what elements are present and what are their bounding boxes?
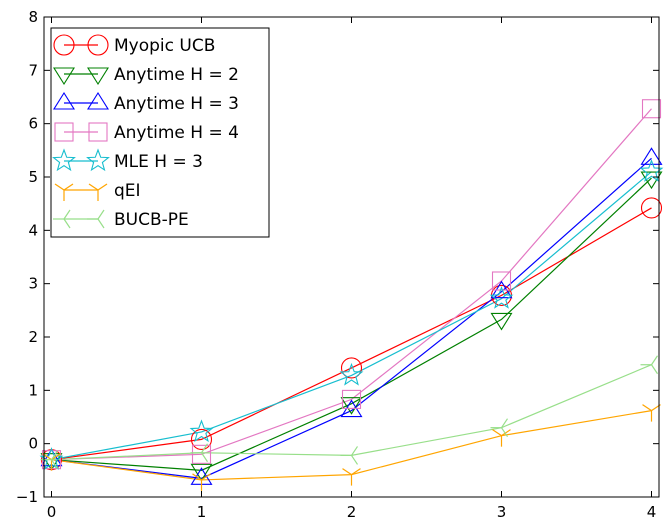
data-point [491, 271, 512, 291]
series-line-4 [51, 171, 652, 461]
axis-tick-labels: 0 1 2 3 4 −1 0 1 2 3 4 5 6 7 8 [16, 8, 656, 521]
legend-entry: Myopic UCB [53, 34, 215, 56]
series-line-5 [51, 410, 652, 481]
data-point [640, 147, 663, 165]
series-line-2 [51, 157, 652, 479]
y-tick-label: 0 [28, 435, 38, 453]
legend-label: Myopic UCB [114, 36, 215, 56]
data-point [640, 355, 658, 375]
data-point [490, 312, 513, 331]
legend-label: MLE H = 3 [114, 152, 203, 172]
y-tick-label: 1 [28, 381, 38, 399]
legend-label: Anytime H = 2 [114, 65, 239, 85]
data-point [341, 389, 362, 409]
legend-entry: Anytime H = 4 [54, 122, 239, 143]
data-point [641, 99, 662, 119]
legend-marker [54, 183, 74, 201]
y-tick-label: 3 [28, 275, 38, 293]
data-point [342, 468, 361, 486]
legend-marker [87, 209, 105, 229]
legend-marker [86, 148, 110, 172]
y-tick-label: 8 [28, 8, 38, 26]
x-tick-label: 2 [347, 503, 357, 521]
legend-entry: Anytime H = 3 [53, 91, 239, 114]
data-point [640, 197, 663, 219]
y-tick-label: 5 [28, 168, 38, 186]
legend-label: qEI [114, 181, 141, 201]
series-line-0 [51, 207, 652, 461]
legend-marker [54, 122, 74, 142]
x-tick-label: 3 [497, 503, 507, 521]
y-tick-label: −1 [16, 488, 38, 506]
legend-marker [53, 209, 71, 229]
data-point [40, 450, 58, 469]
legend-marker [53, 91, 75, 110]
legend-marker [53, 67, 75, 86]
x-tick-label: 4 [647, 503, 657, 521]
x-tick-label: 0 [47, 503, 57, 521]
data-point [492, 429, 511, 447]
data-point [340, 446, 358, 465]
data-point [191, 444, 212, 464]
y-tick-label: 2 [28, 328, 38, 346]
legend-marker [87, 67, 109, 86]
series-line-3 [51, 108, 652, 461]
series-line-6 [51, 364, 652, 461]
data-point [340, 397, 363, 415]
data-point [340, 357, 363, 379]
legend-label: BUCB-PE [114, 210, 189, 230]
legend-marker [53, 34, 75, 56]
legend-label: Anytime H = 3 [114, 94, 239, 114]
legend-entry: Anytime H = 2 [53, 65, 239, 86]
data-point [190, 443, 208, 463]
legend-marker [87, 91, 109, 110]
legend-marker [52, 148, 76, 172]
data-point [190, 428, 213, 450]
y-tick-label: 6 [28, 115, 38, 133]
legend-entry: qEI [54, 181, 141, 201]
series-markers [39, 99, 664, 491]
axis-ticks [44, 16, 659, 498]
legend-marker [88, 183, 108, 201]
legend-marker [87, 34, 109, 56]
data-point [189, 419, 214, 443]
y-tick-label: 4 [28, 221, 38, 239]
legend: Myopic UCB Anytime H = 2 Anytime H = 3 Anyt… [50, 27, 270, 238]
data-point [489, 286, 514, 309]
x-tick-label: 1 [197, 503, 207, 521]
data-point [192, 473, 211, 491]
series-line-1 [51, 177, 652, 471]
data-point [642, 404, 661, 422]
data-point [190, 463, 213, 482]
legend-marker [88, 122, 108, 142]
data-point [490, 418, 508, 437]
y-tick-label: 7 [28, 61, 38, 79]
legend-entry: MLE H = 3 [52, 148, 203, 172]
data-point [339, 362, 364, 386]
legend-entry: BUCB-PE [53, 209, 189, 230]
legend-label: Anytime H = 4 [114, 123, 239, 143]
